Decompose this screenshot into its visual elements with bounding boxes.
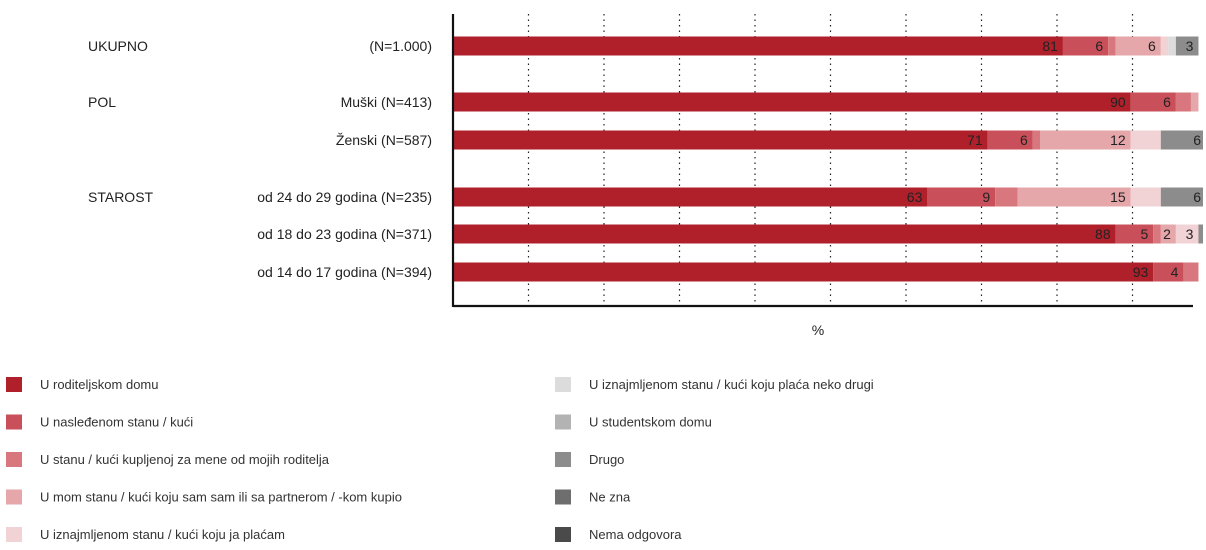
data-label: 6 <box>1148 38 1156 54</box>
legend-item-label: U mom stanu / kući koju sam sam ili sa p… <box>40 490 402 505</box>
data-label: 6 <box>1095 38 1103 54</box>
category-label: (N=1.000) <box>369 38 432 54</box>
group-label: POL <box>88 94 116 110</box>
bar-segment <box>1160 130 1203 150</box>
category-label: od 14 do 17 godina (N=394) <box>257 264 432 280</box>
bar-segment <box>453 224 1116 244</box>
bar-segment <box>1198 224 1203 244</box>
bar-segment <box>453 262 1154 282</box>
legend-swatch <box>555 527 571 542</box>
legend-item-label: U iznajmljenom stanu / kući koju ja plać… <box>40 527 285 542</box>
data-label: 15 <box>1110 189 1126 205</box>
group-label: STAROST <box>88 189 154 205</box>
legend-swatch <box>6 414 22 430</box>
data-label: 9 <box>982 189 990 205</box>
x-axis-label: % <box>812 322 824 338</box>
bar-segment <box>453 187 928 207</box>
data-label: 81 <box>1042 38 1058 54</box>
data-label: 2 <box>1163 226 1171 242</box>
bar-segment <box>1160 224 1176 244</box>
bar-segment <box>1160 36 1169 56</box>
category-label: od 24 do 29 godina (N=235) <box>257 189 432 205</box>
legend-swatch <box>6 452 22 467</box>
data-label: 6 <box>1193 189 1201 205</box>
bar-segment <box>1040 130 1131 150</box>
legend-swatch <box>6 489 22 505</box>
legend-item-label: Nema odgovora <box>589 527 682 542</box>
bar-segment <box>1032 130 1041 150</box>
category-label: od 18 do 23 godina (N=371) <box>257 226 432 242</box>
legend-swatch <box>6 377 22 392</box>
bar-segment <box>1160 187 1203 207</box>
bar-segment <box>1175 92 1191 112</box>
data-label: 93 <box>1133 264 1149 280</box>
data-label: 3 <box>1186 38 1194 54</box>
bar-segment <box>987 130 1033 150</box>
legend-item-label: U iznajmljenom stanu / kući koju plaća n… <box>589 377 874 392</box>
legend-item-label: Ne zna <box>589 490 631 505</box>
data-label: 6 <box>1020 132 1028 148</box>
bar-segment <box>1153 224 1161 244</box>
bar-segment <box>453 92 1131 112</box>
bar-segment <box>1175 36 1199 56</box>
bar-segment <box>1130 187 1161 207</box>
legend-swatch <box>555 414 571 430</box>
bar-segment <box>1130 92 1176 112</box>
data-label: 71 <box>967 132 983 148</box>
bar-segment <box>1153 262 1184 282</box>
bar-segment <box>453 36 1063 56</box>
data-label: 90 <box>1110 94 1126 110</box>
legend-item-label: U nasleđenom stanu / kući <box>40 415 193 430</box>
bar-segment <box>1108 36 1116 56</box>
bar-segment <box>1168 36 1176 56</box>
bar-segment <box>1130 130 1161 150</box>
legend-item-label: U roditeljskom domu <box>40 377 159 392</box>
bar-segment <box>995 187 1018 207</box>
data-label: 4 <box>1171 264 1179 280</box>
bar-segment <box>1190 92 1199 112</box>
data-label: 63 <box>907 189 923 205</box>
legend-swatch <box>555 489 571 505</box>
data-label: 6 <box>1193 132 1201 148</box>
bar-segment <box>1115 36 1161 56</box>
category-label: Ženski (N=587) <box>336 132 432 148</box>
group-label: UKUPNO <box>88 38 148 54</box>
bar-segment <box>453 130 988 150</box>
legend-swatch <box>555 452 571 467</box>
bar-segment <box>1115 224 1154 244</box>
bar-segment <box>1175 224 1199 244</box>
bar-segment <box>927 187 996 207</box>
data-label: 5 <box>1140 226 1148 242</box>
legend-item-label: Drugo <box>589 452 624 467</box>
data-label: 12 <box>1110 132 1126 148</box>
bar-segment <box>1062 36 1109 56</box>
bar-segment <box>1017 187 1131 207</box>
legend-item-label: U studentskom domu <box>589 415 712 430</box>
category-label: Muški (N=413) <box>341 94 432 110</box>
legend-item-label: U stanu / kući kupljenoj za mene od moji… <box>40 452 330 467</box>
data-label: 88 <box>1095 226 1111 242</box>
bar-segment <box>1183 262 1199 282</box>
data-label: 3 <box>1186 226 1194 242</box>
data-label: 6 <box>1163 94 1171 110</box>
legend-swatch <box>6 527 22 542</box>
legend-swatch <box>555 377 571 392</box>
